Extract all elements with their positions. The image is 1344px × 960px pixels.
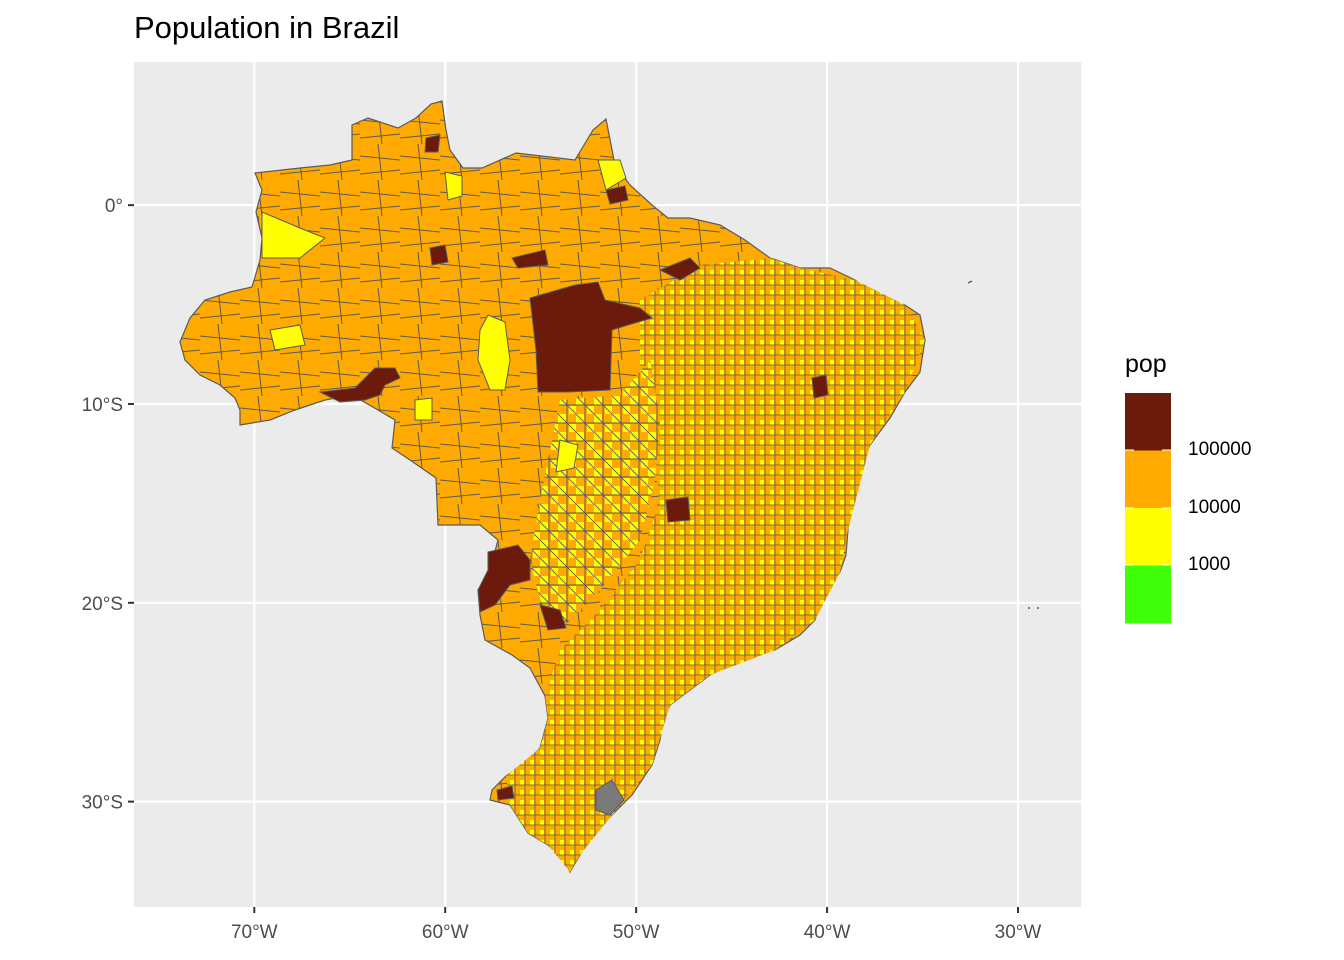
high-pop-region-para bbox=[529, 281, 654, 393]
high-pop-region-south bbox=[496, 785, 515, 801]
low-pop-region-acre bbox=[269, 324, 306, 351]
offshore-island-atol bbox=[967, 280, 973, 284]
low-pop-region-amazonas bbox=[261, 211, 326, 259]
low-pop-region-rondonia bbox=[414, 397, 433, 421]
legend-label-1000: 1000 bbox=[1188, 554, 1231, 575]
y-tick-label: 20°S bbox=[82, 594, 123, 615]
x-tick-label: 60°W bbox=[422, 922, 469, 943]
x-tick-label: 50°W bbox=[613, 922, 660, 943]
legend-label-10000: 10000 bbox=[1188, 497, 1241, 518]
high-pop-region-rs-coast bbox=[595, 779, 625, 816]
x-tick-label: 30°W bbox=[995, 922, 1042, 943]
legend-key bbox=[1125, 508, 1171, 566]
high-pop-region-ma bbox=[658, 257, 701, 281]
high-pop-region-acre bbox=[318, 367, 401, 403]
x-tick-label: 40°W bbox=[804, 922, 851, 943]
high-pop-region-santarem bbox=[511, 249, 549, 269]
low-pop-region-mt bbox=[555, 439, 579, 473]
high-pop-region-ba bbox=[811, 374, 829, 399]
high-pop-region-go bbox=[665, 496, 691, 523]
low-pop-region-north bbox=[444, 171, 463, 201]
legend-key bbox=[1125, 450, 1171, 509]
legend-title: pop bbox=[1125, 350, 1167, 378]
y-tick-label: 0° bbox=[105, 196, 123, 217]
y-tick-label: 10°S bbox=[82, 395, 123, 416]
x-axis: 70°W 60°W 50°W 40°W 30°W bbox=[231, 907, 1041, 943]
legend-color-bar bbox=[1125, 393, 1171, 624]
y-axis: 0° 10°S 20°S 30°S bbox=[82, 196, 134, 814]
low-pop-region-amapa bbox=[597, 159, 627, 191]
legend-key bbox=[1125, 393, 1171, 451]
y-tick-label: 30°S bbox=[82, 793, 123, 814]
legend-key bbox=[1125, 565, 1171, 624]
x-tick-label: 70°W bbox=[231, 922, 278, 943]
high-pop-region-ms bbox=[477, 544, 531, 613]
high-pop-region-manaus bbox=[429, 244, 449, 266]
dense-region-east bbox=[506, 258, 925, 872]
plot-title: Population in Brazil bbox=[134, 10, 400, 45]
high-pop-region-roraima bbox=[424, 134, 441, 153]
brazil-map bbox=[179, 100, 926, 874]
low-pop-region-para bbox=[477, 314, 511, 391]
mixed-region-center bbox=[530, 360, 660, 630]
legend-label-100000: 100000 bbox=[1188, 439, 1252, 460]
high-pop-region-amapa bbox=[605, 185, 629, 205]
high-pop-region-ms2 bbox=[539, 604, 567, 631]
